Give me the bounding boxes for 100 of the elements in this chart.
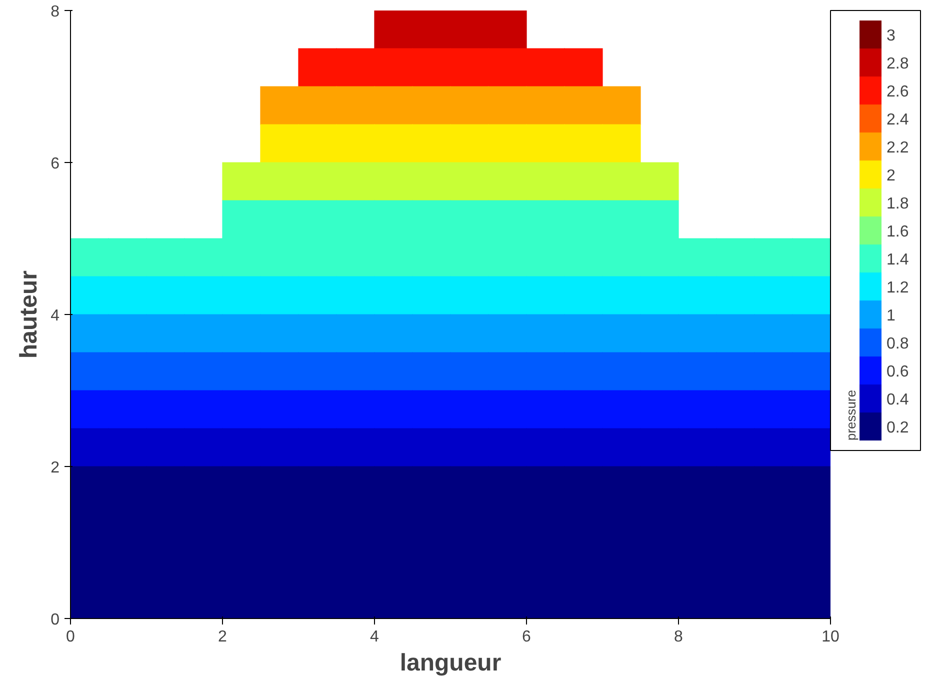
point [374,428,413,467]
color-bar-label: 1.2 [886,280,909,296]
x-tick-label: 6 [522,628,532,646]
point [450,162,489,201]
point [260,466,299,505]
point [222,200,261,239]
point [412,200,451,239]
color-bar-label: 0.6 [886,364,909,380]
point [678,352,717,391]
point [412,314,451,353]
point [678,580,717,618]
point [526,428,565,467]
point [450,200,489,239]
point [298,390,337,429]
point [70,276,109,315]
point [754,276,793,315]
point [488,238,527,277]
point [412,580,451,618]
point [602,276,641,315]
point [108,276,147,315]
point [792,390,830,429]
color-bar-label: 0.2 [886,420,909,436]
point [146,276,185,315]
point [298,428,337,467]
point [336,162,375,201]
point [488,48,527,87]
point [298,580,337,618]
point [792,504,830,543]
point [526,86,565,125]
color-bar-label: 0.4 [886,392,909,408]
point [754,580,793,618]
y-tick-label: 2 [50,460,60,476]
point [678,314,717,353]
point [450,124,489,163]
point [488,580,527,618]
point [678,238,717,277]
point [222,352,261,391]
point [526,238,565,277]
point [678,428,717,467]
point [412,48,451,87]
point [526,314,565,353]
point [298,314,337,353]
point [526,124,565,163]
point [260,390,299,429]
point [336,238,375,277]
point [222,390,261,429]
point [222,238,261,277]
point [640,314,679,353]
point [488,124,527,163]
point [298,352,337,391]
point [336,428,375,467]
color-bar-label: 0.8 [886,336,909,352]
point [222,428,261,467]
point [374,10,413,49]
point [260,428,299,467]
point [792,314,830,353]
point [336,124,375,163]
point [602,200,641,239]
point [678,390,717,429]
point [792,542,830,581]
point [374,466,413,505]
point [716,238,755,277]
point [640,162,679,201]
point [716,580,755,618]
color-bar-label: 2.2 [886,140,909,156]
point [488,10,527,49]
point [450,86,489,125]
point [108,466,147,505]
point [488,200,527,239]
point [146,428,185,467]
point [222,466,261,505]
x-tick-label: 10 [822,628,840,646]
point [754,390,793,429]
point [640,352,679,391]
point [716,390,755,429]
point [602,428,641,467]
point [260,238,299,277]
point [450,314,489,353]
point [412,466,451,505]
point [792,580,830,618]
point [260,86,299,125]
point [488,352,527,391]
point [488,314,527,353]
point [336,276,375,315]
point [184,276,223,315]
y-tick-label: 8 [50,4,60,20]
point [754,428,793,467]
point [146,580,185,618]
point [564,314,603,353]
point [184,466,223,505]
point [374,390,413,429]
point [488,428,527,467]
point [70,466,109,505]
point [374,276,413,315]
point [298,162,337,201]
point [564,352,603,391]
point [260,580,299,618]
point [564,200,603,239]
point [298,48,337,87]
point [108,580,147,618]
